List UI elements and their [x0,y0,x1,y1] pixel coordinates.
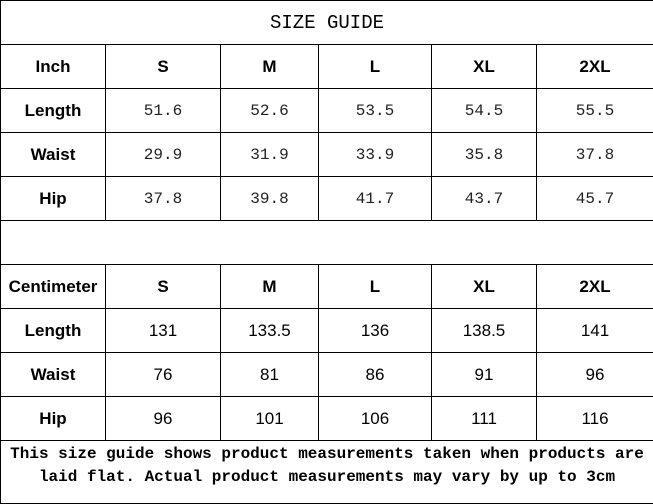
measurement-value: 31.9 [221,133,319,177]
measurement-value: 29.9 [106,133,221,177]
measurement-value: 55.5 [537,89,653,133]
measurement-value: 131 [106,309,221,353]
measurement-value: 45.7 [537,177,653,221]
size-header: S [106,265,221,309]
size-header: S [106,45,221,89]
size-guide-title: SIZE GUIDE [1,1,653,45]
measurement-label: Length [1,309,106,353]
measurement-label: Length [1,89,106,133]
measurement-value: 37.8 [537,133,653,177]
measurement-value: 33.9 [319,133,432,177]
measurement-value: 116 [537,397,653,441]
spacer-cell [1,221,653,265]
spacer-row [1,221,653,265]
size-header: 2XL [537,45,653,89]
measurement-value: 41.7 [319,177,432,221]
measurement-label: Hip [1,397,106,441]
measurement-value: 54.5 [432,89,537,133]
measurement-value: 39.8 [221,177,319,221]
size-header: L [319,265,432,309]
measurement-value: 138.5 [432,309,537,353]
measurement-value: 51.6 [106,89,221,133]
measurement-value: 96 [537,353,653,397]
measurement-value: 35.8 [432,133,537,177]
measurement-value: 81 [221,353,319,397]
unit-label: Inch [1,45,106,89]
measurement-value: 101 [221,397,319,441]
measurement-value: 86 [319,353,432,397]
unit-label: Centimeter [1,265,106,309]
measurement-value: 106 [319,397,432,441]
size-header: L [319,45,432,89]
measurement-value: 133.5 [221,309,319,353]
size-header: M [221,265,319,309]
measurement-value: 43.7 [432,177,537,221]
measurement-value: 53.5 [319,89,432,133]
measurement-label: Waist [1,133,106,177]
measurement-value: 91 [432,353,537,397]
measurement-label: Hip [1,177,106,221]
measurement-value: 76 [106,353,221,397]
size-header: 2XL [537,265,653,309]
size-header: M [221,45,319,89]
measurement-value: 136 [319,309,432,353]
measurement-label: Waist [1,353,106,397]
measurement-value: 52.6 [221,89,319,133]
measurement-value: 37.8 [106,177,221,221]
size-header: XL [432,45,537,89]
measurement-value: 111 [432,397,537,441]
measurement-value: 141 [537,309,653,353]
size-header: XL [432,265,537,309]
measurement-value: 96 [106,397,221,441]
measurement-note: This size guide shows product measuremen… [1,441,653,504]
